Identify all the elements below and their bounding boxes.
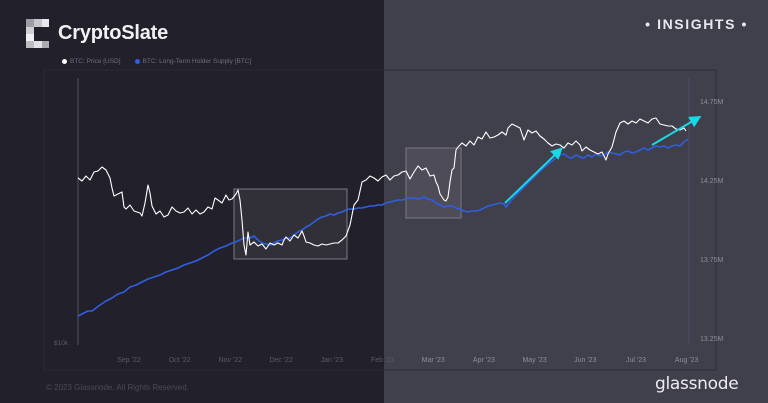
x-tick-label: Jan '23 — [321, 357, 343, 364]
price-series-line — [77, 117, 687, 256]
annotation-boxes — [233, 147, 462, 260]
chart-frame — [43, 69, 717, 371]
y-right-tick-label: 13.25M — [700, 336, 724, 343]
insights-badge: • INSIGHTS • — [645, 16, 748, 32]
legend-item-lth-supply[interactable]: BTC: Long-Term Holder Supply [BTC] — [134, 58, 252, 65]
y-right-tick-label: 14.75M — [700, 99, 724, 106]
glassnode-logo: glassnode — [655, 374, 739, 394]
legend-item-price[interactable]: BTC: Price [USD] — [62, 58, 121, 65]
chart-legend: BTC: Price [USD] BTC: Long-Term Holder S… — [62, 58, 251, 65]
trend-arrow-icon — [504, 147, 563, 204]
legend-label: BTC: Price [USD] — [70, 58, 121, 65]
brand-name: CryptoSlate — [58, 22, 169, 44]
legend-label: BTC: Long-Term Holder Supply [BTC] — [142, 58, 252, 65]
x-tick-label: Jul '23 — [626, 357, 646, 364]
legend-dot-icon — [62, 59, 67, 64]
copyright-text: © 2023 Glassnode. All Rights Reserved. — [46, 383, 189, 392]
lth-supply-series-line — [77, 138, 689, 317]
background-left-panel — [0, 0, 384, 403]
x-tick-label: Feb '23 — [371, 357, 394, 364]
cryptoslate-brand: CryptoSlate — [26, 19, 168, 48]
y-right-tick-label: 14.25M — [700, 178, 724, 185]
trend-arrow-icon — [651, 115, 702, 146]
x-tick-label: Jun '23 — [574, 357, 596, 364]
x-tick-label: May '23 — [522, 357, 546, 364]
x-tick-label: Sep '22 — [117, 357, 141, 364]
cryptoslate-logo-icon — [26, 19, 49, 48]
legend-dot-icon — [134, 59, 140, 64]
x-tick-label: Aug '23 — [675, 357, 699, 364]
y-axis-ticks: 14.75M 14.25M 13.75M 13.25M $10k — [54, 99, 724, 347]
x-tick-label: Apr '23 — [473, 357, 495, 364]
annotation-arrows — [504, 115, 702, 204]
background-right-panel — [384, 0, 768, 403]
x-tick-label: Mar '23 — [422, 357, 445, 364]
y-right-tick-label: 13.75M — [700, 257, 724, 264]
x-axis-ticks: Sep '22 Oct '22 Nov '22 Dec '22 Jan '23 Feb '… — [117, 357, 698, 364]
x-tick-label: Dec '22 — [269, 357, 293, 364]
highlight-box — [233, 188, 348, 260]
y-left-tick-label: $10k — [54, 340, 69, 347]
x-tick-label: Nov '22 — [219, 357, 243, 364]
highlight-box — [405, 147, 462, 219]
x-tick-label: Oct '22 — [169, 357, 191, 364]
